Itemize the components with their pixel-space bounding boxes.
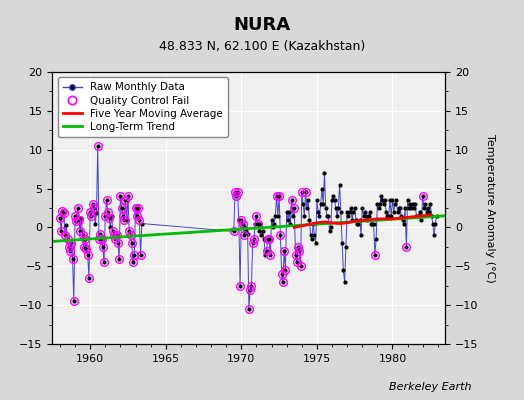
Y-axis label: Temperature Anomaly (°C): Temperature Anomaly (°C): [485, 134, 495, 282]
Text: Berkeley Earth: Berkeley Earth: [389, 382, 472, 392]
Legend: Raw Monthly Data, Quality Control Fail, Five Year Moving Average, Long-Term Tren: Raw Monthly Data, Quality Control Fail, …: [58, 77, 228, 137]
Text: NURA: NURA: [233, 16, 291, 34]
Text: 48.833 N, 62.100 E (Kazakhstan): 48.833 N, 62.100 E (Kazakhstan): [159, 40, 365, 53]
